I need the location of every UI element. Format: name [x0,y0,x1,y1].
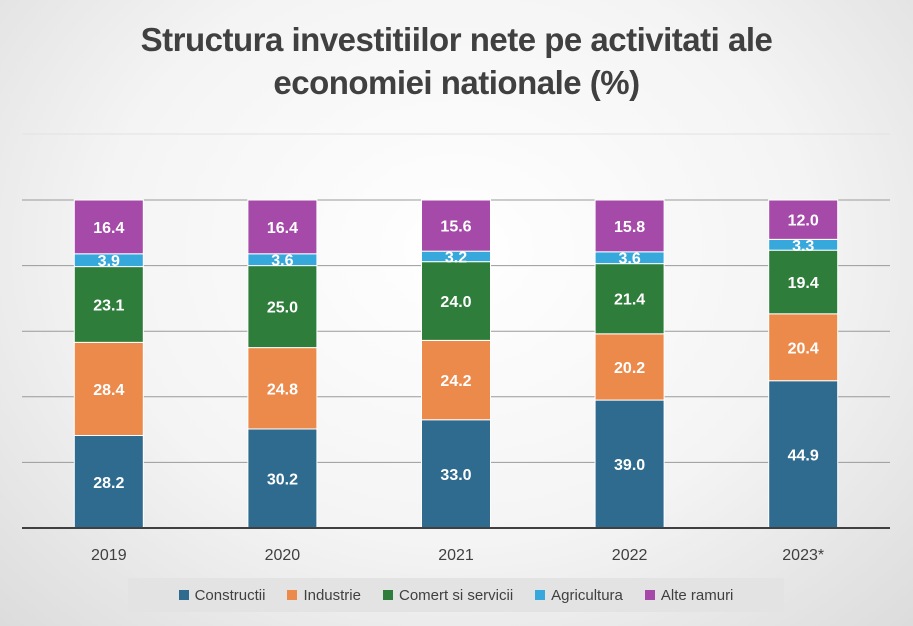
data-label: 3.3 [792,238,814,255]
data-label: 44.9 [788,447,819,464]
bar-segment-comert-si-servicii [768,249,839,315]
data-label: 24.0 [440,294,471,311]
x-tick-label: 2023* [782,547,824,564]
data-label: 15.8 [614,219,645,236]
data-label: 20.2 [614,360,645,377]
legend-item: Alte ramuri [644,586,734,604]
data-label: 30.2 [267,471,298,488]
data-label: 20.4 [788,340,819,357]
data-label: 25.0 [267,300,298,317]
bar-segment-constructii [421,419,491,529]
data-label: 16.4 [267,220,298,237]
data-label: 28.2 [93,475,124,492]
bar-segment-industrie [594,333,665,401]
legend-label: Alte ramuri [660,586,734,604]
legend-label: Industrie [303,586,361,604]
legend-swatch [178,590,189,600]
data-label: 21.4 [614,292,645,309]
bar-segment-comert-si-servicii [594,263,665,335]
x-tick-label: 2019 [91,547,127,564]
bar-segment-industrie [768,313,839,382]
legend-item: Agricultura [535,587,623,604]
bar-segment-alte-ramuri [247,199,318,255]
chart-title: Structura investitiilor nete pe activita… [0,18,913,104]
chart-title-line-1: Structura investitiilor nete pe activita… [140,21,773,58]
data-label: 23.1 [93,297,124,314]
data-label: 24.2 [440,373,471,390]
bar-segment-alte-ramuri [421,199,491,252]
legend-item: Constructii [178,586,266,604]
bar-segment-industrie [247,347,318,430]
data-label: 16.4 [93,220,124,237]
data-label: 19.4 [788,275,819,292]
legend-swatch [382,590,393,600]
legend-label: Comert si servicii [398,586,514,604]
data-label: 24.8 [267,381,298,398]
bar-segment-alte-ramuri [73,199,144,255]
legend-label: Constructii [194,586,266,604]
bar-segment-industrie [421,339,491,421]
legend-swatch [287,590,298,600]
data-label: 3.2 [445,249,467,266]
x-tick-label: 2022 [612,547,648,564]
data-label: 39.0 [614,457,645,474]
data-label: 28.4 [93,382,124,399]
chart-legend: Constructii Industrie Comert si servicii Ag… [128,578,784,612]
x-tick-label: 2021 [438,547,474,564]
bar-segment-alte-ramuri [594,199,665,253]
bar-segment-comert-si-servicii [421,261,491,341]
bar-segment-constructii [73,435,144,529]
legend-label: Agricultura [551,586,623,604]
legend-item: Industrie [287,587,361,604]
legend-item: Comert si servicii [382,586,514,604]
bar-segment-constructii [768,380,839,529]
data-label: 12.0 [788,213,819,230]
legend-swatch [644,590,655,600]
chart-title-line-2: economiei nationale (%) [273,64,640,101]
data-label: 33.0 [440,467,471,484]
data-label: 3.9 [98,253,120,270]
bar-segment-alte-ramuri [768,199,839,240]
data-label: 3.6 [618,251,640,268]
data-label: 15.6 [440,219,471,236]
data-label: 3.6 [271,253,293,270]
x-tick-label: 2020 [265,547,301,564]
legend-swatch [535,590,546,600]
